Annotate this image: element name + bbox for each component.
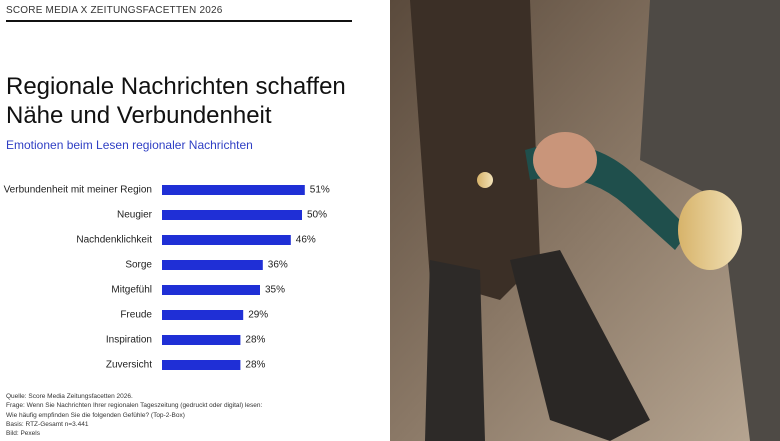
value-label: 35% [265, 285, 285, 296]
chart: Verbundenheit mit meiner Region 51% Neugie… [4, 185, 330, 371]
bar [162, 185, 305, 195]
category-label: Freude [120, 310, 152, 321]
category-label: Verbundenheit mit meiner Region [4, 185, 152, 196]
note: Quelle: Score Media Zeitungsfacetten 202… [6, 393, 133, 400]
note: Bild: Pexels [6, 430, 40, 438]
chart-title: Regionale Nachrichten schaffen Nähe und … [6, 73, 346, 129]
header-rule [6, 20, 352, 22]
category-label: Mitgefühl [111, 285, 152, 296]
value-label: 28% [245, 335, 265, 346]
bar [162, 235, 291, 245]
bar [162, 210, 302, 220]
value-label: 46% [296, 235, 316, 246]
value-label: 36% [268, 260, 288, 271]
header: SCORE MEDIA X ZEITUNGSFACETTEN 2026 [6, 5, 223, 16]
note: Wie häufig empfinden Sie die folgenden G… [6, 411, 185, 419]
category-label: Nachdenklichkeit [76, 235, 152, 246]
category-label: Sorge [125, 260, 152, 271]
note: Basis: RTZ-Gesamt n=3.441 [6, 420, 89, 428]
bar [162, 310, 244, 320]
value-label: 28% [245, 360, 265, 371]
value-label: 51% [310, 185, 330, 196]
note: Frage: Wenn Sie Nachrichten Ihrer region… [6, 402, 263, 410]
bar [162, 335, 241, 345]
category-label: Zuversicht [106, 360, 152, 371]
bar [162, 260, 263, 270]
bar [162, 360, 241, 370]
category-label: Neugier [117, 210, 153, 221]
notes: Quelle: Score Media Zeitungsfacetten 202… [6, 392, 262, 438]
category-label: Inspiration [106, 335, 152, 346]
value-label: 29% [248, 310, 268, 321]
chart-subtitle: Emotionen beim Lesen regionaler Nachrich… [6, 138, 253, 152]
bar [162, 285, 260, 295]
photo [390, 0, 780, 441]
value-label: 50% [307, 210, 327, 221]
